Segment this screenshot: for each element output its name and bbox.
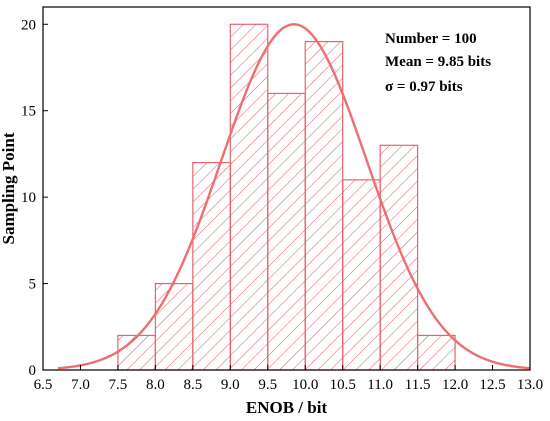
- x-tick-label-0: 6.5: [34, 377, 53, 393]
- x-tick-label-2: 7.5: [109, 377, 128, 393]
- x-tick-label-5: 9.0: [221, 377, 240, 393]
- histogram-bar-7: [379, 144, 419, 371]
- histogram-bars: [117, 23, 456, 371]
- x-axis-title: ENOB / bit: [246, 398, 328, 417]
- y-tick-label-4: 20: [21, 17, 36, 33]
- x-tick-label-4: 8.5: [183, 377, 202, 393]
- histogram-bar-4: [267, 92, 306, 371]
- y-tick-label-0: 0: [29, 363, 37, 379]
- annotation-number: Number = 100: [385, 31, 477, 47]
- x-tick-label-11: 12.0: [442, 377, 468, 393]
- y-tick-label-3: 15: [21, 104, 36, 120]
- y-axis-title: Sampling Point: [0, 132, 18, 244]
- annotation-mean: Mean = 9.85 bits: [385, 54, 491, 70]
- histogram-bar-0: [117, 334, 156, 371]
- histogram-bar-8: [417, 334, 456, 371]
- x-tick-label-8: 10.5: [330, 377, 356, 393]
- normal-fit-curve: [57, 23, 531, 370]
- histogram-bar-1: [154, 282, 194, 371]
- x-tick-label-9: 11.0: [367, 377, 393, 393]
- x-tick-label-13: 13.0: [517, 377, 543, 393]
- x-tick-label-6: 9.5: [258, 377, 277, 393]
- x-tick-label-12: 12.5: [479, 377, 505, 393]
- histogram-bar-6: [342, 179, 381, 371]
- y-tick-label-1: 5: [29, 277, 37, 293]
- x-tick-label-7: 10.0: [292, 377, 318, 393]
- plot-frame: [42, 6, 531, 371]
- y-tick-label-2: 10: [21, 190, 36, 206]
- x-tick-label-3: 8.0: [146, 377, 165, 393]
- histogram-bar-2: [192, 161, 231, 371]
- histogram-bar-5: [304, 40, 344, 371]
- x-axis-ticks: 6.5 7.0 7.5 8.0 8.5 9.0 9.5 10.0 10.5 11.0 11.5 12.…: [34, 365, 543, 393]
- y-axis-ticks: 0 5 10 15 20: [21, 17, 48, 379]
- x-tick-label-10: 11.5: [405, 377, 431, 393]
- histogram-bar-3: [229, 23, 269, 371]
- annotation-sigma: σ = 0.97 bits: [385, 79, 463, 95]
- x-tick-label-1: 7.0: [71, 377, 90, 393]
